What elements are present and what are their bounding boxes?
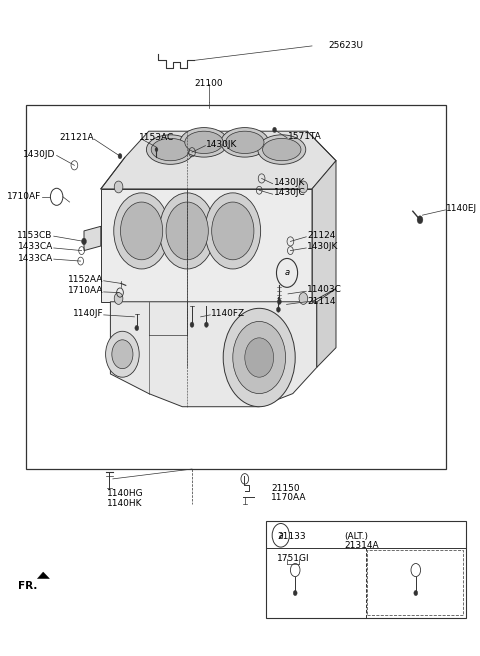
- Circle shape: [204, 322, 208, 327]
- Text: 1170AA: 1170AA: [271, 493, 307, 502]
- Text: 1430JD: 1430JD: [23, 150, 55, 159]
- Polygon shape: [317, 289, 336, 367]
- Text: (ALT.): (ALT.): [345, 532, 369, 541]
- Ellipse shape: [221, 127, 269, 157]
- Ellipse shape: [185, 131, 223, 154]
- Circle shape: [166, 202, 208, 260]
- Circle shape: [414, 590, 418, 596]
- Ellipse shape: [226, 131, 264, 154]
- Text: 21314A: 21314A: [345, 541, 379, 550]
- Polygon shape: [110, 302, 317, 407]
- Text: 11403C: 11403C: [307, 285, 342, 295]
- Circle shape: [212, 202, 254, 260]
- Circle shape: [114, 293, 123, 304]
- Text: 21114: 21114: [307, 297, 336, 306]
- Circle shape: [112, 340, 133, 369]
- Ellipse shape: [146, 135, 194, 164]
- Text: 1710AF: 1710AF: [7, 192, 41, 201]
- Text: 1571TA: 1571TA: [288, 132, 322, 141]
- Ellipse shape: [180, 127, 228, 157]
- Text: 1710AA: 1710AA: [68, 286, 103, 295]
- Text: a: a: [285, 268, 289, 277]
- Ellipse shape: [263, 138, 301, 161]
- Circle shape: [233, 321, 286, 394]
- Circle shape: [245, 338, 274, 377]
- Circle shape: [205, 193, 261, 269]
- Text: 1140EJ: 1140EJ: [446, 204, 478, 213]
- Text: 1433CA: 1433CA: [18, 242, 53, 251]
- Text: 1153CB: 1153CB: [17, 231, 53, 240]
- Text: 21100: 21100: [194, 79, 223, 88]
- Text: 1153AC: 1153AC: [139, 133, 174, 142]
- Circle shape: [114, 181, 123, 193]
- Circle shape: [299, 293, 308, 304]
- Ellipse shape: [258, 135, 306, 164]
- Text: 1430JC: 1430JC: [274, 188, 305, 197]
- Circle shape: [299, 181, 308, 193]
- Text: 1140HG: 1140HG: [107, 489, 143, 498]
- Circle shape: [159, 193, 215, 269]
- Text: 21133: 21133: [277, 532, 306, 541]
- Bar: [26, 105, 446, 469]
- Circle shape: [276, 307, 280, 312]
- Text: 1152AA: 1152AA: [68, 275, 103, 284]
- Circle shape: [155, 148, 158, 152]
- Circle shape: [118, 154, 122, 159]
- Text: 1140HK: 1140HK: [107, 499, 143, 508]
- Polygon shape: [84, 226, 101, 251]
- Circle shape: [114, 193, 169, 269]
- Text: 1430JK: 1430JK: [307, 242, 338, 251]
- Text: 21121A: 21121A: [59, 133, 94, 142]
- Polygon shape: [312, 161, 336, 302]
- Polygon shape: [101, 131, 336, 189]
- Bar: [368, 550, 463, 615]
- Text: 1751GI: 1751GI: [277, 554, 310, 564]
- Text: FR.: FR.: [18, 581, 37, 592]
- Circle shape: [273, 127, 276, 133]
- Circle shape: [417, 216, 423, 224]
- Circle shape: [293, 590, 297, 596]
- Text: 1140JF: 1140JF: [72, 309, 103, 318]
- Circle shape: [223, 308, 295, 407]
- Circle shape: [106, 331, 139, 377]
- Circle shape: [190, 322, 194, 327]
- Text: 1140FZ: 1140FZ: [211, 309, 245, 318]
- Text: 1433CA: 1433CA: [18, 254, 53, 263]
- Circle shape: [82, 238, 86, 245]
- Text: a: a: [278, 531, 283, 540]
- Polygon shape: [37, 572, 49, 579]
- Text: 25623U: 25623U: [329, 41, 364, 51]
- Circle shape: [277, 299, 281, 304]
- Text: 1430JK: 1430JK: [206, 140, 238, 149]
- Circle shape: [120, 202, 163, 260]
- Text: 21124: 21124: [307, 231, 336, 240]
- Text: 1430JK: 1430JK: [274, 178, 305, 187]
- Circle shape: [135, 325, 139, 331]
- Text: 21150: 21150: [271, 483, 300, 493]
- Bar: [266, 521, 466, 618]
- Polygon shape: [101, 189, 312, 335]
- Ellipse shape: [151, 138, 190, 161]
